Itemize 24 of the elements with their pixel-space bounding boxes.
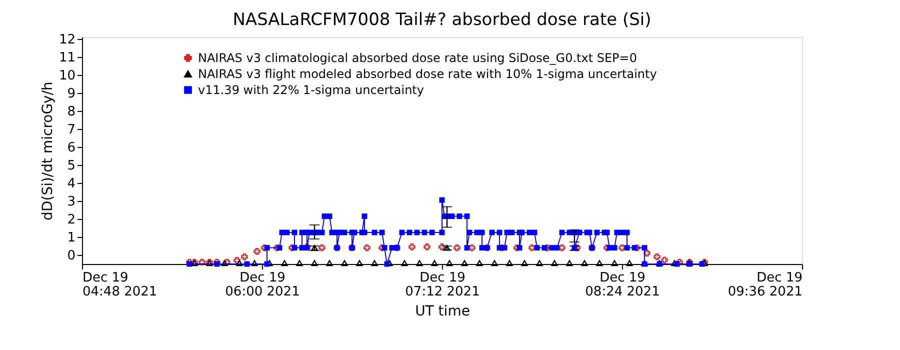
x-tick-label: Dec 19 09:36 2021 (728, 270, 802, 300)
y-tick-label: 9 (67, 86, 76, 102)
legend-label: NAIRAS v3 climatological absorbed dose rate using SiDose_G0.txt SEP=0 (198, 51, 637, 65)
x-axis-title: UT time (415, 304, 470, 320)
y-tick-label: 11 (58, 50, 76, 66)
y-axis-title: dD(Si)/dt microGy/h (40, 82, 56, 220)
legend-label: v11.39 with 22% 1-sigma uncertainty (198, 83, 424, 97)
y-tick-label: 3 (67, 194, 76, 210)
y-tick-label: 12 (58, 32, 76, 48)
x-tick-label: Dec 19 06:00 2021 (225, 270, 300, 300)
y-tick-label: 5 (67, 158, 76, 174)
x-tick-label: Dec 19 08:24 2021 (585, 270, 660, 300)
y-tick-label: 8 (67, 104, 76, 120)
y-tick-label: 6 (67, 140, 76, 156)
y-tick-label: 7 (67, 122, 76, 138)
y-tick-label: 2 (67, 212, 76, 228)
y-tick-label: 0 (67, 248, 76, 264)
legend-label: NAIRAS v3 flight modeled absorbed dose rate with 10% 1-sigma uncertainty (198, 67, 657, 81)
y-tick-label: 10 (58, 68, 76, 84)
y-tick-label: 4 (67, 176, 76, 192)
x-tick-label: Dec 19 07:12 2021 (405, 270, 480, 300)
x-tick-label: Dec 19 04:48 2021 (82, 270, 158, 300)
chart-title: NASALaRCFM7008 Tail#? absorbed dose rate (Si) (232, 10, 652, 30)
y-tick-label: 1 (67, 230, 76, 246)
